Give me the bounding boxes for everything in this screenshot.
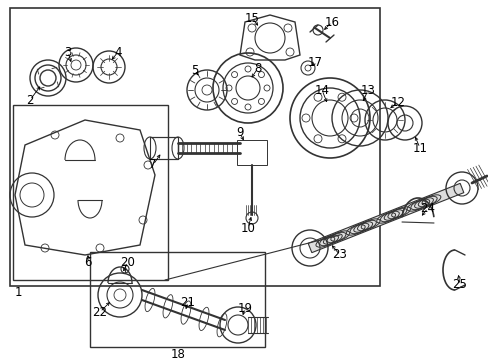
- Text: 22: 22: [92, 306, 107, 319]
- Bar: [150, 137, 178, 159]
- Text: 4: 4: [114, 45, 122, 58]
- Text: 11: 11: [412, 141, 427, 154]
- Polygon shape: [307, 183, 463, 253]
- Text: 6: 6: [84, 256, 92, 270]
- Text: 12: 12: [390, 95, 405, 108]
- Bar: [90, 252, 264, 347]
- Text: 24: 24: [420, 202, 435, 215]
- Text: 5: 5: [191, 63, 198, 77]
- Text: 9: 9: [236, 126, 243, 139]
- Bar: [13, 105, 168, 280]
- Text: 17: 17: [307, 55, 322, 68]
- Text: 21: 21: [180, 296, 195, 309]
- Text: 23: 23: [332, 248, 347, 261]
- Text: 20: 20: [121, 256, 135, 269]
- Text: 16: 16: [324, 15, 339, 28]
- Text: 2: 2: [26, 94, 34, 107]
- Text: 19: 19: [237, 302, 252, 315]
- Bar: [10, 8, 379, 286]
- Text: 15: 15: [244, 12, 259, 24]
- Text: 1: 1: [14, 285, 21, 298]
- Text: 18: 18: [170, 348, 185, 360]
- Text: 8: 8: [254, 62, 261, 75]
- Bar: [237, 140, 266, 165]
- Text: 14: 14: [314, 84, 329, 96]
- Text: 13: 13: [360, 84, 375, 96]
- Text: 3: 3: [64, 45, 72, 58]
- Text: 7: 7: [149, 158, 157, 171]
- Text: 10: 10: [240, 221, 255, 234]
- Text: 25: 25: [451, 279, 467, 292]
